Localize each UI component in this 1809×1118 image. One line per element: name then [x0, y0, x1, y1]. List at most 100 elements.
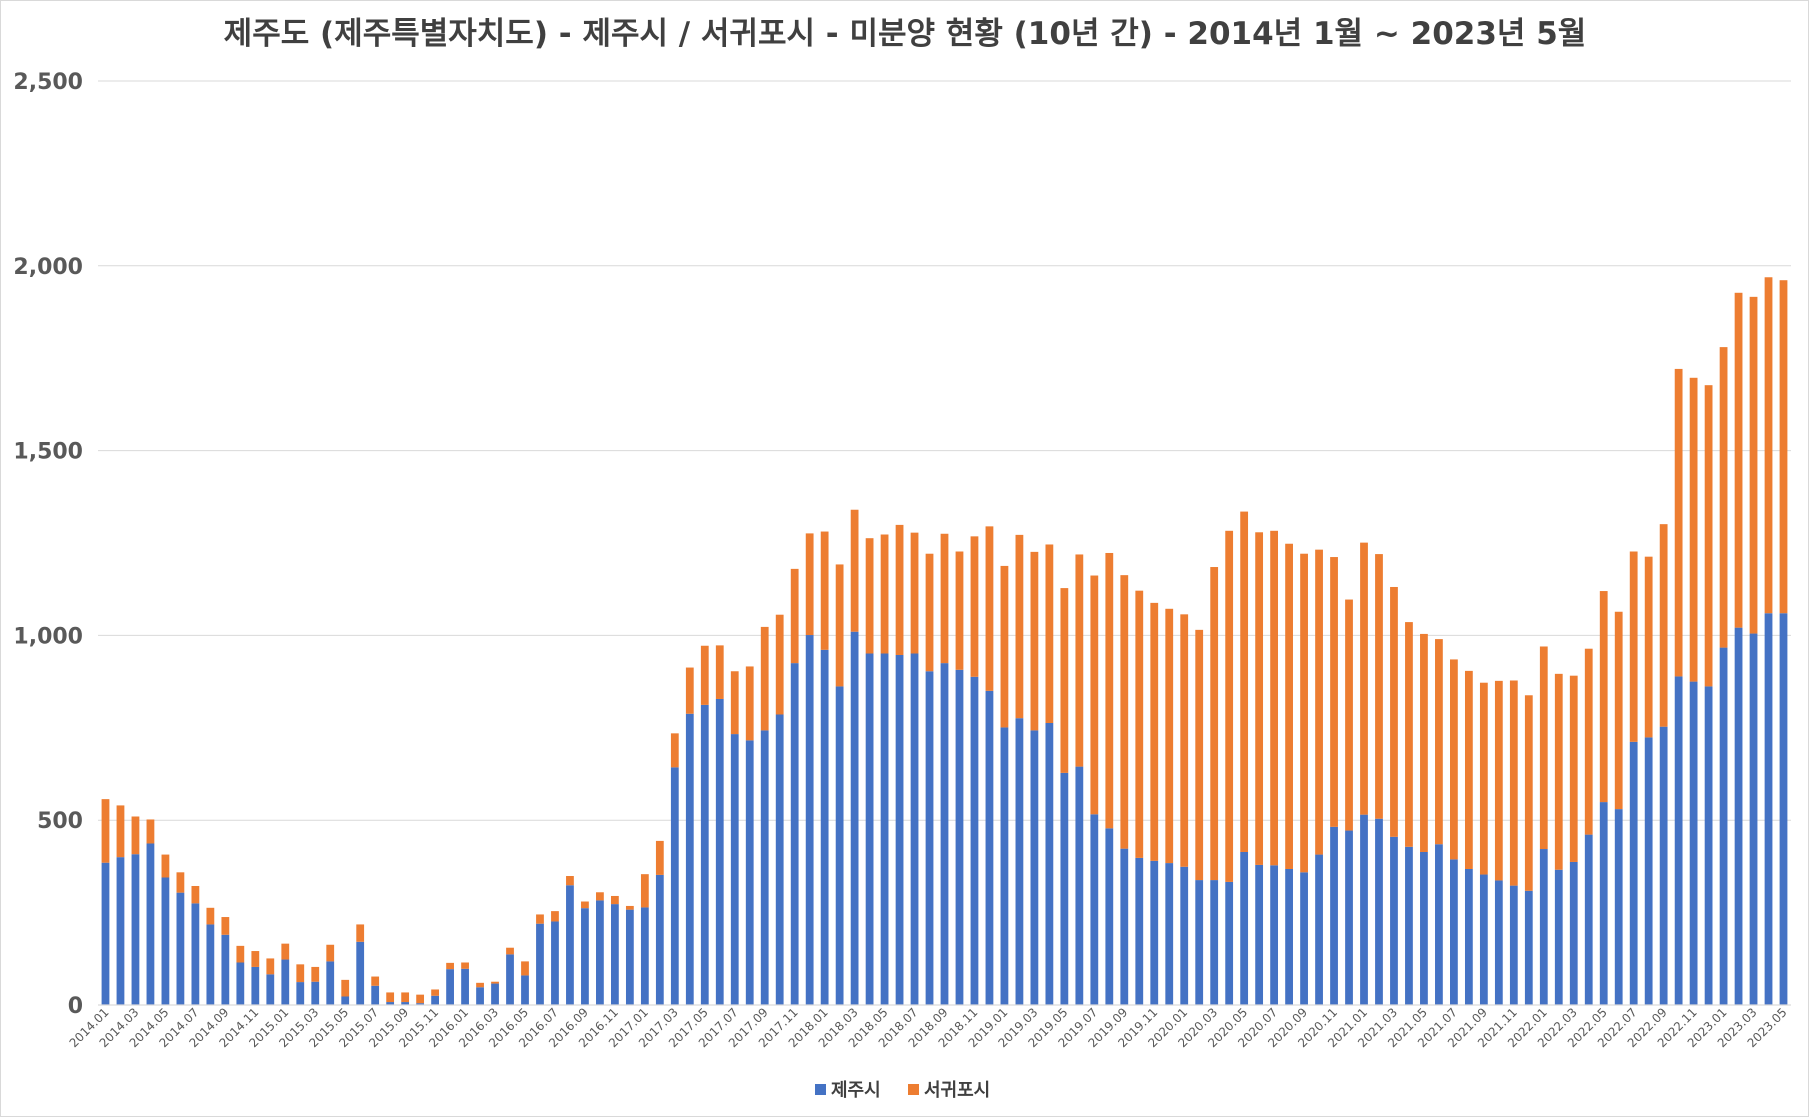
bar-jeju-si: [940, 663, 949, 1005]
bar-jeju-si: [865, 653, 874, 1005]
bar-jeju-si: [1464, 868, 1473, 1005]
bar-jeju-si: [356, 941, 365, 1005]
bar-seogwipo-si: [311, 966, 320, 982]
bar-seogwipo-si: [1569, 675, 1578, 862]
bar-jeju-si: [970, 676, 979, 1005]
bar-seogwipo-si: [730, 671, 739, 735]
bar-jeju-si: [176, 892, 185, 1005]
bar-jeju-si: [775, 714, 784, 1005]
bar-jeju-si: [1719, 647, 1728, 1005]
bar-seogwipo-si: [1285, 543, 1293, 869]
bar-jeju-si: [1210, 880, 1219, 1005]
bar-seogwipo-si: [416, 994, 425, 1004]
bar-seogwipo-si: [925, 553, 934, 672]
bar-seogwipo-si: [1764, 277, 1773, 614]
bar-jeju-si: [1060, 772, 1069, 1005]
bar-seogwipo-si: [506, 947, 514, 955]
bar-jeju-si: [1090, 814, 1099, 1005]
bar-seogwipo-si: [296, 964, 305, 983]
bar-jeju-si: [101, 862, 110, 1005]
bar-jeju-si: [1479, 874, 1488, 1005]
bar-jeju-si: [521, 975, 529, 1005]
bar-jeju-si: [461, 968, 469, 1005]
bar-seogwipo-si: [161, 854, 170, 878]
bar-seogwipo-si: [955, 551, 964, 670]
bar-seogwipo-si: [1120, 575, 1129, 849]
bar-seogwipo-si: [1464, 670, 1473, 869]
bar-jeju-si: [925, 671, 934, 1005]
bar-seogwipo-si: [1584, 648, 1593, 835]
bar-jeju-si: [1569, 861, 1578, 1005]
bar-jeju-si: [236, 962, 245, 1005]
y-tick-label: 1,000: [13, 624, 83, 649]
bar-jeju-si: [371, 985, 380, 1005]
bar-jeju-si: [491, 983, 499, 1005]
bar-jeju-si: [1300, 872, 1308, 1005]
bar-seogwipo-si: [446, 962, 454, 970]
bar-jeju-si: [1614, 809, 1623, 1005]
bar-jeju-si: [1345, 830, 1353, 1005]
bar-seogwipo-si: [790, 568, 799, 664]
bar-seogwipo-si: [266, 958, 275, 975]
bar-jeju-si: [1524, 890, 1533, 1005]
bar-jeju-si: [1315, 854, 1323, 1005]
bar-seogwipo-si: [1150, 602, 1159, 861]
bar-seogwipo-si: [1719, 347, 1728, 648]
bar-seogwipo-si: [1225, 530, 1234, 882]
bar-jeju-si: [1225, 881, 1234, 1005]
bar-jeju-si: [146, 843, 155, 1005]
bar-seogwipo-si: [551, 911, 559, 922]
y-tick-label: 0: [68, 994, 83, 1019]
bar-jeju-si: [1704, 686, 1713, 1005]
bar-seogwipo-si: [685, 667, 694, 714]
bar-seogwipo-si: [1105, 552, 1114, 829]
bar-seogwipo-si: [341, 979, 350, 997]
bar-jeju-si: [985, 690, 994, 1005]
bar-jeju-si: [1779, 613, 1788, 1005]
bar-jeju-si: [476, 987, 484, 1005]
bar-seogwipo-si: [1255, 532, 1264, 865]
bar-jeju-si: [296, 982, 305, 1005]
bar-jeju-si: [640, 907, 649, 1005]
bar-seogwipo-si: [1315, 549, 1323, 855]
bar-seogwipo-si: [760, 626, 769, 731]
bar-jeju-si: [1120, 848, 1129, 1005]
bar-jeju-si: [281, 959, 290, 1005]
bar-jeju-si: [1599, 802, 1608, 1005]
bar-jeju-si: [161, 877, 170, 1005]
bar-jeju-si: [386, 1002, 395, 1005]
bar-jeju-si: [895, 654, 904, 1005]
bar-seogwipo-si: [1075, 554, 1084, 767]
bar-jeju-si: [850, 631, 859, 1005]
bar-jeju-si: [685, 713, 694, 1005]
bar-seogwipo-si: [431, 989, 439, 996]
bar-seogwipo-si: [326, 944, 335, 962]
bar-seogwipo-si: [880, 534, 889, 654]
bar-jeju-si: [1509, 885, 1518, 1005]
bar-jeju-si: [1135, 857, 1144, 1005]
bar-seogwipo-si: [1345, 599, 1353, 831]
y-tick-label: 500: [37, 809, 83, 834]
y-tick-label: 1,500: [13, 440, 83, 465]
bar-seogwipo-si: [700, 645, 709, 705]
bar-jeju-si: [251, 966, 260, 1005]
bar-jeju-si: [1270, 865, 1279, 1005]
bar-seogwipo-si: [131, 816, 140, 855]
bar-jeju-si: [206, 924, 215, 1005]
bar-jeju-si: [431, 995, 439, 1005]
bar-jeju-si: [625, 909, 634, 1005]
x-axis-tick-labels: 2014.012014.032014.052014.072014.092014.…: [67, 1005, 1790, 1050]
bar-jeju-si: [700, 704, 709, 1005]
bar-jeju-si: [266, 974, 275, 1005]
y-tick-label: 2,000: [13, 255, 83, 280]
bar-jeju-si: [1734, 627, 1743, 1005]
bar-seogwipo-si: [820, 531, 829, 650]
bar-jeju-si: [760, 730, 769, 1005]
bar-seogwipo-si: [1015, 534, 1024, 719]
bar-jeju-si: [1420, 851, 1428, 1005]
bar-seogwipo-si: [356, 924, 365, 942]
bar-seogwipo-si: [581, 901, 589, 909]
bar-jeju-si: [326, 961, 335, 1005]
